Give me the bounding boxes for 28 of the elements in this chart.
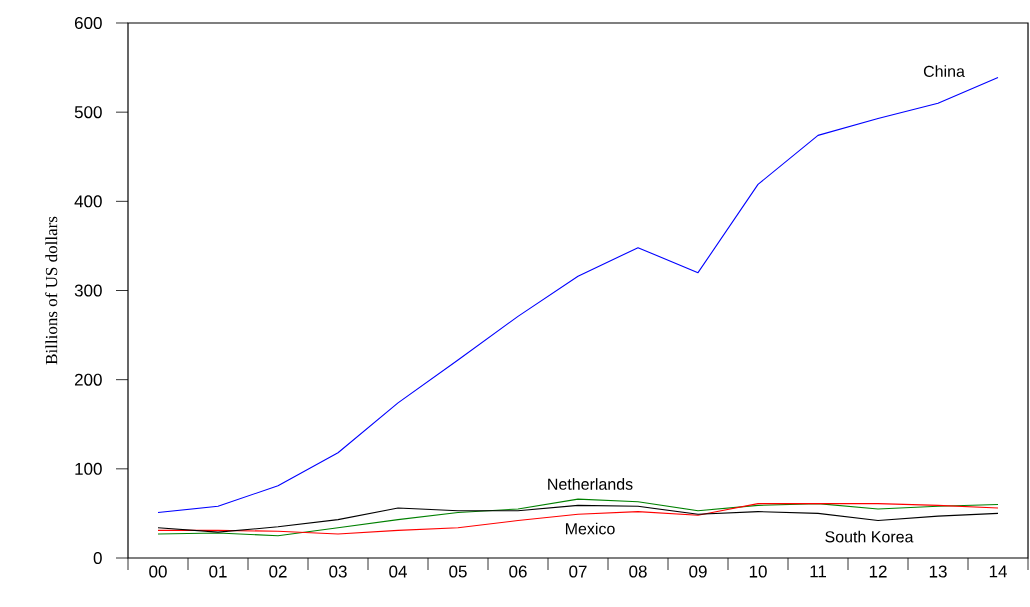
y-tick-label: 600 — [74, 16, 102, 30]
x-tick-label: 02 — [269, 565, 287, 578]
x-tick-label: 00 — [149, 565, 167, 578]
x-tick-label: 13 — [929, 565, 947, 578]
x-tick-label: 07 — [569, 565, 587, 578]
x-tick-label: 04 — [389, 565, 407, 578]
x-tick-label: 09 — [689, 565, 707, 578]
y-axis-title: Billions of US dollars — [45, 216, 58, 365]
series-label: China — [923, 65, 965, 78]
y-tick-label: 300 — [74, 284, 102, 297]
series-label: Mexico — [565, 522, 615, 535]
y-tick-label: 100 — [75, 462, 102, 475]
x-tick-label: 12 — [869, 565, 887, 578]
y-tick-label: 500 — [74, 106, 102, 119]
x-tick-label: 08 — [629, 565, 647, 578]
x-tick-label: 03 — [329, 565, 347, 578]
y-tick-label: 200 — [74, 373, 102, 386]
y-tick-label: 0 — [93, 551, 102, 565]
x-tick-label: 10 — [749, 565, 767, 578]
x-tick-label: 06 — [509, 565, 527, 578]
x-tick-label: 14 — [989, 565, 1007, 578]
y-tick-label: 400 — [74, 195, 102, 208]
x-tick-label: 05 — [449, 565, 467, 578]
x-tick-label: 11 — [810, 565, 826, 578]
series-label: Netherlands — [548, 478, 633, 490]
x-tick-label: 01 — [209, 565, 227, 578]
line-series — [157, 76, 999, 514]
series-label: South Korea — [825, 530, 914, 543]
